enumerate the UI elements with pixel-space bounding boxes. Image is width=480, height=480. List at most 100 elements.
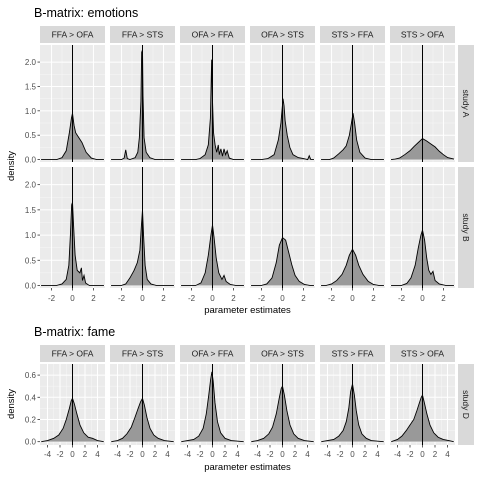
facet-strip-col <box>390 26 455 43</box>
x-tick-label: 2 <box>301 294 306 303</box>
facet-panel <box>390 167 455 288</box>
facet-strip-label: OFA > STS <box>261 30 304 40</box>
x-tick-label: -2 <box>266 450 274 459</box>
facet-strip-col <box>180 26 245 43</box>
x-tick-label: 4 <box>305 450 310 459</box>
facet-strip-row <box>458 364 474 445</box>
x-tick-label: 0 <box>140 450 145 459</box>
density-line <box>391 393 454 443</box>
facet-strip-row <box>458 167 474 288</box>
x-tick-label: -2 <box>406 450 414 459</box>
y-tick-label: 2.0 <box>25 181 37 190</box>
facet-strip-label: STS > OFA <box>401 349 445 359</box>
x-tick-label: 2 <box>83 450 88 459</box>
density-line <box>111 49 174 161</box>
density-line <box>321 383 384 443</box>
y-axis-label: density <box>6 389 17 419</box>
x-tick-label: 0 <box>70 294 75 303</box>
density-line <box>181 59 244 161</box>
density-line <box>41 113 104 161</box>
y-tick-label: 1.5 <box>25 206 37 215</box>
facet-strip-col <box>40 26 105 43</box>
x-tick-label: -2 <box>336 450 344 459</box>
x-tick-label: 0 <box>70 450 75 459</box>
density-line <box>111 397 174 443</box>
y-tick-label: 0.5 <box>25 256 37 265</box>
facet-strip-col <box>110 26 175 43</box>
chart-1: B-matrix: emotions FFA > OFA FFA > STS OFA … <box>6 6 474 316</box>
y-tick-label: 1.5 <box>25 82 37 91</box>
x-tick-label: 2 <box>441 294 446 303</box>
facet-panel <box>250 364 315 445</box>
facet-panel <box>390 364 455 445</box>
x-tick-label: -2 <box>258 294 266 303</box>
facet-strip-row-label: study A <box>461 90 471 118</box>
x-tick-label: 0 <box>280 294 285 303</box>
facet-strip-label: STS > OFA <box>401 30 445 40</box>
facet-strip-label: OFA > FFA <box>192 349 234 359</box>
y-tick-label: 0.5 <box>25 131 37 140</box>
facet-panel <box>180 364 245 445</box>
facet-panel <box>250 45 315 162</box>
x-tick-label: 0 <box>210 450 215 459</box>
facet-strip-col <box>250 26 315 43</box>
facet-strip-row <box>458 45 474 162</box>
x-tick-label: 2 <box>293 450 298 459</box>
x-tick-label: -4 <box>254 450 262 459</box>
x-tick-label: -4 <box>114 450 122 459</box>
facet-strip-col <box>390 345 455 362</box>
y-tick-label: 0.4 <box>25 393 37 402</box>
facet-strip-label: FFA > OFA <box>52 30 94 40</box>
x-tick-label: 4 <box>235 450 240 459</box>
facet-panel <box>40 45 105 162</box>
density-line <box>251 98 314 161</box>
y-tick-label: 0.6 <box>25 371 37 380</box>
density-line <box>111 209 174 286</box>
x-tick-label: 2 <box>363 450 368 459</box>
facet-strip-label: FFA > STS <box>122 349 164 359</box>
facet-strip-col <box>40 345 105 362</box>
x-tick-label: 2 <box>223 450 228 459</box>
facet-strip-col <box>250 345 315 362</box>
facet-strip-row-label: study B <box>461 213 471 242</box>
y-tick-label: 0.2 <box>25 415 37 424</box>
x-tick-label: 0 <box>350 450 355 459</box>
facet-strip-label: FFA > STS <box>122 30 164 40</box>
x-tick-label: -4 <box>184 450 192 459</box>
facet-panel <box>110 167 175 288</box>
x-tick-label: 0 <box>420 450 425 459</box>
y-axis-label: density <box>6 151 17 181</box>
facet-panel <box>250 167 315 288</box>
facet-strip-label: OFA > FFA <box>192 30 234 40</box>
y-tick-label: 1.0 <box>25 231 37 240</box>
chart-title: B-matrix: emotions <box>34 6 138 20</box>
y-tick-label: 2.0 <box>25 58 37 67</box>
facet-strip-label: OFA > STS <box>261 349 304 359</box>
facet-panel <box>390 45 455 162</box>
facet-panel <box>110 45 175 162</box>
facet-strip-label: STS > FFA <box>332 30 374 40</box>
facet-panel <box>320 45 385 162</box>
x-tick-label: 4 <box>445 450 450 459</box>
x-tick-label: 4 <box>375 450 380 459</box>
x-tick-label: 2 <box>161 294 166 303</box>
facet-strip-col <box>110 345 175 362</box>
y-tick-label: 0.0 <box>25 438 37 447</box>
density-line <box>181 224 244 286</box>
x-tick-label: 2 <box>371 294 376 303</box>
facet-panel <box>320 364 385 445</box>
density-line <box>181 371 244 443</box>
density-line <box>251 384 314 443</box>
x-tick-label: -2 <box>398 294 406 303</box>
x-tick-label: 0 <box>140 294 145 303</box>
facet-strip-label: FFA > OFA <box>52 349 94 359</box>
facet-strip-label: STS > FFA <box>332 349 374 359</box>
x-tick-label: -2 <box>126 450 134 459</box>
facet-strip-row-label: study D <box>461 390 471 419</box>
x-tick-label: -2 <box>48 294 56 303</box>
y-tick-label: 0.0 <box>25 281 37 290</box>
chart-title: B-matrix: fame <box>34 325 115 339</box>
x-tick-label: 0 <box>210 294 215 303</box>
x-tick-label: -2 <box>118 294 126 303</box>
x-axis-label: parameter estimates <box>204 462 291 473</box>
